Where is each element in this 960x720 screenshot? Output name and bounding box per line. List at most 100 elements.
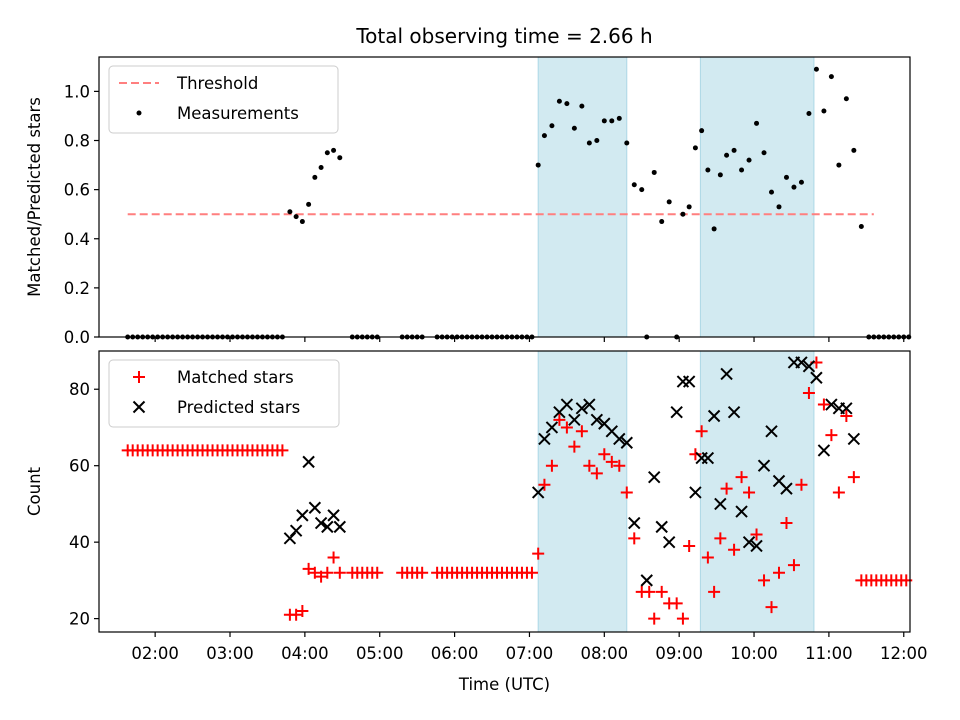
y-tick-label: 0.8 bbox=[64, 132, 90, 151]
matched-star-point bbox=[701, 551, 714, 564]
predicted-star-point bbox=[727, 405, 741, 419]
x-tick-label: 10:00 bbox=[730, 644, 778, 663]
matched-star-point bbox=[787, 559, 800, 572]
measurement-point bbox=[754, 120, 760, 126]
series-matched-stars bbox=[121, 356, 913, 625]
matched-star-point bbox=[714, 532, 727, 545]
matched-star-point bbox=[728, 543, 741, 556]
measurement-point bbox=[651, 169, 657, 175]
matched-star-point bbox=[780, 517, 793, 530]
x-tick-label: 05:00 bbox=[356, 644, 404, 663]
matched-star-point bbox=[302, 562, 315, 575]
predicted-star-point bbox=[742, 535, 756, 549]
y-tick-label: 80 bbox=[69, 380, 90, 399]
predicted-star-point bbox=[296, 509, 309, 522]
measurement-point bbox=[739, 167, 745, 173]
observing-interval-2 bbox=[699, 350, 815, 633]
matched-star-point bbox=[276, 444, 289, 457]
measurement-point bbox=[293, 214, 299, 220]
measurement-point bbox=[586, 140, 592, 146]
matched-star-point bbox=[676, 612, 689, 625]
axes-frame-bottom bbox=[98, 350, 911, 633]
predicted-star-point bbox=[780, 482, 793, 495]
matched-star-point bbox=[553, 413, 566, 426]
observing-interval-1 bbox=[537, 350, 628, 633]
predicted-star-point bbox=[321, 520, 334, 534]
predicted-star-point bbox=[670, 405, 683, 419]
measurement-point bbox=[711, 226, 717, 232]
x-tick-label: 06:00 bbox=[431, 644, 479, 663]
matched-star-point bbox=[321, 566, 334, 579]
predicted-star-point bbox=[689, 486, 702, 499]
predicted-star-point bbox=[757, 459, 771, 472]
predicted-star-point bbox=[720, 367, 733, 381]
matched-star-point bbox=[598, 448, 611, 461]
measurement-point bbox=[699, 128, 705, 134]
measurement-point bbox=[624, 140, 630, 146]
measurement-point bbox=[312, 174, 318, 180]
measurement-point bbox=[306, 201, 312, 207]
x-tick-label: 09:00 bbox=[655, 644, 703, 663]
measurement-point bbox=[776, 204, 782, 210]
x-tick-label: 11:00 bbox=[805, 644, 853, 663]
measurement-point bbox=[616, 115, 622, 121]
predicted-star-point bbox=[810, 371, 823, 384]
legend-box bbox=[108, 359, 340, 428]
measurement-point bbox=[791, 184, 797, 190]
predicted-star-point bbox=[314, 516, 328, 530]
x-tick-label: 03:00 bbox=[206, 644, 254, 663]
measurement-point bbox=[601, 118, 607, 124]
predicted-star-point bbox=[825, 398, 838, 411]
matched-star-point bbox=[590, 467, 603, 480]
predicted-star-point bbox=[714, 497, 727, 511]
measurement-point bbox=[337, 155, 343, 161]
measurement-point bbox=[828, 74, 834, 80]
matched-star-point bbox=[416, 566, 429, 579]
measurement-point bbox=[318, 165, 324, 171]
legend-matched-swatch bbox=[133, 371, 145, 383]
x-tick-label: 12:00 bbox=[880, 644, 928, 663]
matched-star-point bbox=[750, 528, 763, 541]
panel-top: 0.0 0.2 0.4 0.6 0.8 1.0 Matched/Predicted star… bbox=[25, 24, 912, 347]
predicted-star-point bbox=[640, 574, 653, 587]
measurement-point bbox=[798, 179, 804, 185]
predicted-star-point bbox=[327, 509, 340, 522]
legend-top: Threshold Measurements bbox=[108, 65, 339, 134]
x-tick-label: 02:00 bbox=[131, 644, 179, 663]
matched-star-point bbox=[695, 425, 708, 438]
legend-predicted-swatch bbox=[132, 400, 146, 414]
measurement-point bbox=[761, 150, 767, 156]
matched-star-point bbox=[795, 478, 808, 491]
matched-star-point bbox=[568, 440, 581, 453]
observing-interval-1 bbox=[537, 56, 628, 338]
legend-bottom: Matched stars Predicted stars bbox=[108, 359, 340, 428]
predicted-star-point bbox=[308, 501, 322, 514]
predicted-star-point bbox=[817, 444, 831, 457]
measurement-point bbox=[287, 209, 293, 215]
matched-star-point bbox=[825, 429, 838, 442]
predicted-star-point bbox=[613, 432, 626, 446]
matched-star-point bbox=[758, 574, 771, 587]
predicted-star-point bbox=[802, 360, 816, 373]
measurement-point bbox=[680, 211, 686, 217]
legend-label: Measurements bbox=[177, 104, 299, 123]
measurement-point bbox=[556, 98, 562, 104]
matched-star-point bbox=[371, 566, 384, 579]
measurement-point bbox=[821, 108, 827, 114]
x-tick-label: 08:00 bbox=[581, 644, 629, 663]
measurement-point bbox=[746, 157, 752, 163]
matched-star-point bbox=[605, 455, 618, 468]
measurement-point bbox=[571, 125, 577, 131]
matched-star-point bbox=[333, 566, 346, 579]
predicted-star-point bbox=[795, 356, 808, 369]
predicted-star-point bbox=[735, 505, 748, 518]
predicted-star-point bbox=[531, 486, 545, 499]
matched-star-point bbox=[315, 570, 328, 583]
predicted-star-point bbox=[840, 402, 853, 415]
legend-label: Matched stars bbox=[177, 368, 294, 387]
x-axis-label: Time (UTC) bbox=[458, 675, 550, 694]
measurement-point bbox=[705, 167, 711, 173]
measurement-point bbox=[686, 204, 692, 210]
measurement-point bbox=[858, 223, 864, 229]
predicted-star-point bbox=[701, 451, 715, 465]
